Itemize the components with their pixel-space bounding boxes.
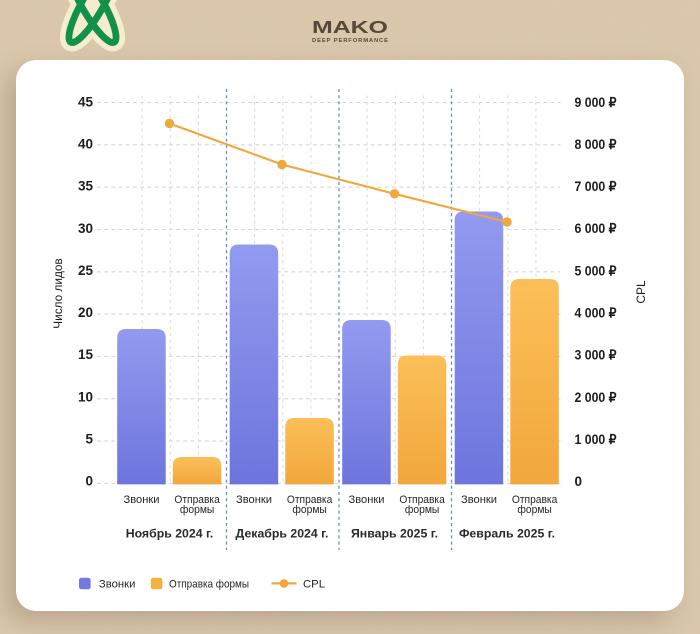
svg-text:формы: формы <box>180 504 215 516</box>
svg-text:Отправка: Отправка <box>512 494 558 506</box>
svg-text:0: 0 <box>575 474 583 489</box>
svg-text:MAKO: MAKO <box>312 17 388 37</box>
svg-text:5 000 ₽: 5 000 ₽ <box>575 263 617 278</box>
svg-text:20: 20 <box>78 305 93 320</box>
svg-text:Отправка: Отправка <box>399 494 445 506</box>
svg-text:формы: формы <box>517 504 552 516</box>
svg-text:0: 0 <box>85 474 93 489</box>
svg-text:40: 40 <box>78 136 93 151</box>
svg-text:Отправка: Отправка <box>174 494 220 506</box>
svg-text:Звонки: Звонки <box>461 494 497 506</box>
svg-text:Звонки: Звонки <box>99 578 136 590</box>
svg-text:Отправка: Отправка <box>287 494 333 506</box>
svg-text:6 000 ₽: 6 000 ₽ <box>575 221 617 236</box>
svg-text:Февраль 2025 г.: Февраль 2025 г. <box>459 527 555 541</box>
svg-text:8 000 ₽: 8 000 ₽ <box>575 137 617 152</box>
svg-text:25: 25 <box>78 263 94 278</box>
svg-text:Январь 2025 г.: Январь 2025 г. <box>351 527 438 541</box>
svg-text:Декабрь 2024 г.: Декабрь 2024 г. <box>236 527 329 541</box>
svg-text:Звонки: Звонки <box>236 494 272 506</box>
svg-text:CPL: CPL <box>303 578 325 590</box>
svg-text:10: 10 <box>78 389 93 404</box>
svg-text:9 000 ₽: 9 000 ₽ <box>575 95 617 110</box>
svg-text:4 000 ₽: 4 000 ₽ <box>575 306 617 321</box>
svg-text:DEEP PERFORMANCE: DEEP PERFORMANCE <box>312 38 388 44</box>
svg-text:45: 45 <box>78 94 94 109</box>
svg-text:5: 5 <box>85 432 93 447</box>
svg-text:Ноябрь 2024 г.: Ноябрь 2024 г. <box>126 527 214 541</box>
svg-text:2 000 ₽: 2 000 ₽ <box>575 390 617 405</box>
svg-text:формы: формы <box>405 504 440 516</box>
svg-text:35: 35 <box>78 179 94 194</box>
svg-text:7 000 ₽: 7 000 ₽ <box>575 179 617 194</box>
svg-text:30: 30 <box>78 221 93 236</box>
svg-text:Звонки: Звонки <box>124 494 160 506</box>
svg-text:3 000 ₽: 3 000 ₽ <box>575 348 617 363</box>
svg-text:CPL: CPL <box>634 280 648 304</box>
svg-text:Звонки: Звонки <box>349 494 385 506</box>
svg-text:Число лидов: Число лидов <box>51 258 65 328</box>
svg-text:Отправка формы: Отправка формы <box>169 578 249 590</box>
svg-text:15: 15 <box>78 347 94 362</box>
svg-text:формы: формы <box>292 504 327 516</box>
svg-text:1 000 ₽: 1 000 ₽ <box>575 432 617 447</box>
